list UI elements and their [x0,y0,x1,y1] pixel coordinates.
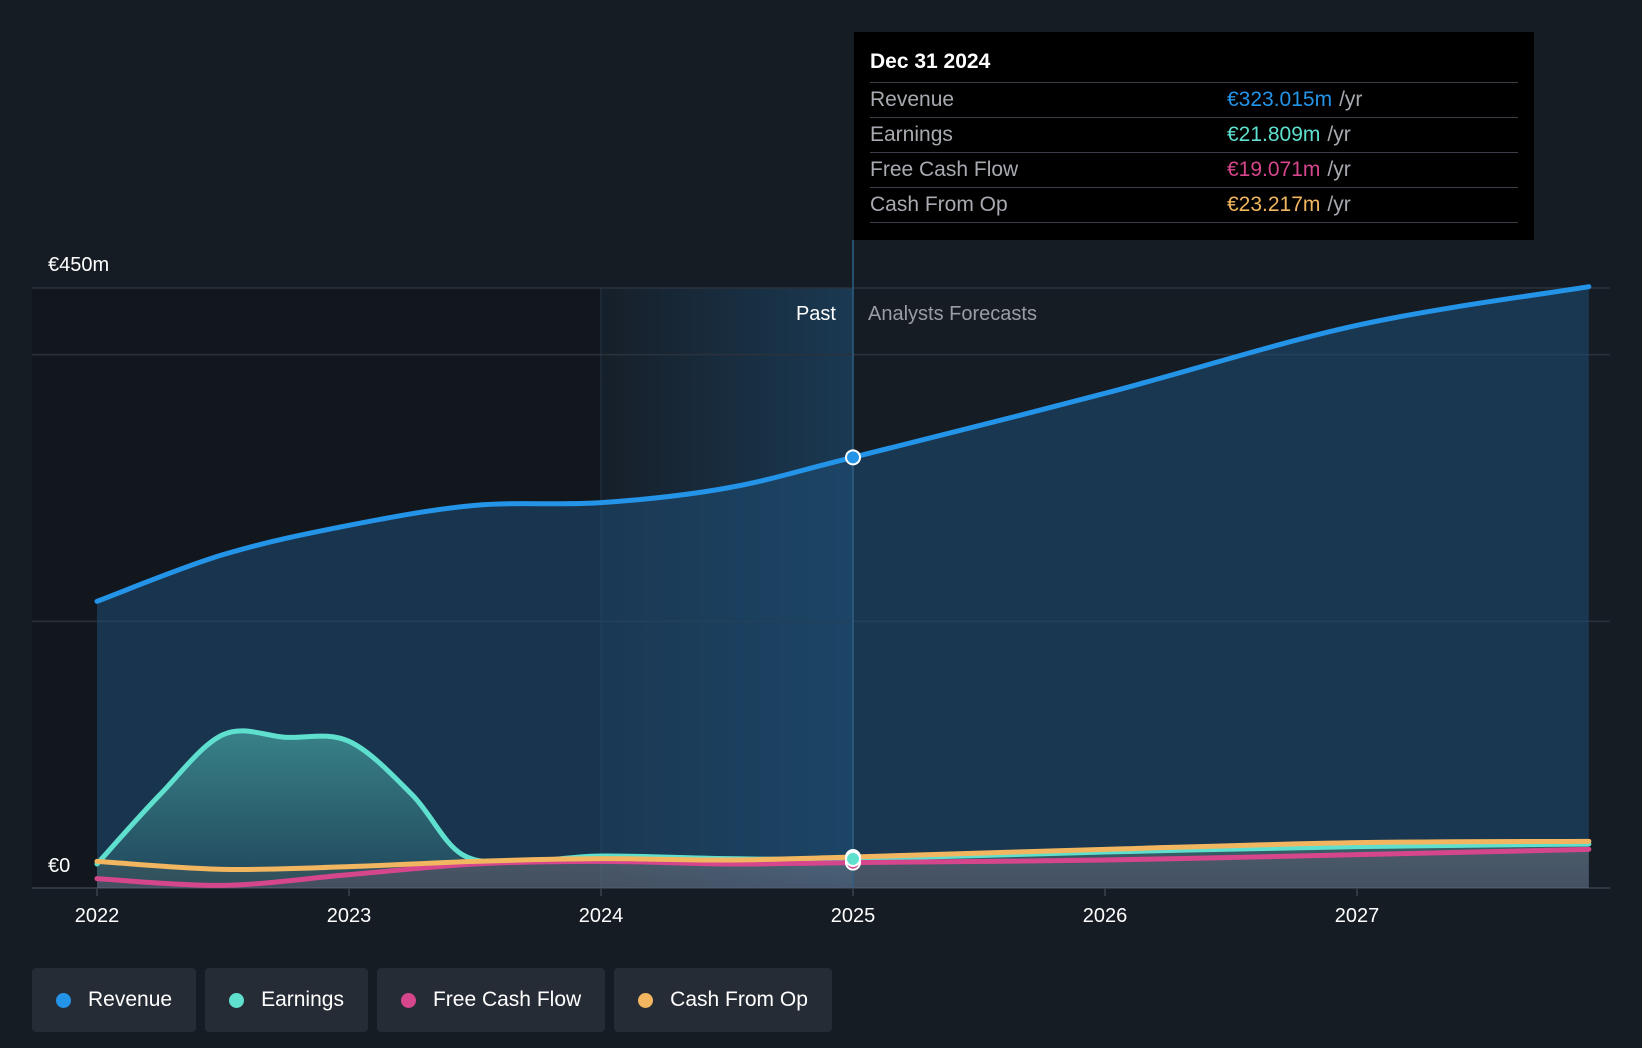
tooltip-label: Revenue [870,88,955,111]
free-cash-flow-dot-icon [400,992,416,1008]
line-revenue [94,284,1592,604]
x-tick-label: 2027 [1335,905,1380,927]
legend-item-revenue[interactable]: Revenue [32,968,197,1032]
tooltip-label: Free Cash Flow [870,158,1019,181]
tooltip-row-earnings: Earnings €21.809m /yr [870,118,1518,153]
tooltip-row-free-cash-flow: Free Cash Flow €19.071m /yr [870,153,1518,188]
x-tick-label: 2025 [831,905,876,927]
tooltip-unit: /yr [1327,123,1351,146]
series-areas [97,286,1589,889]
marker-earnings [845,850,861,867]
past-label: Past [796,303,836,325]
legend-label: Revenue [88,988,173,1011]
line-free-cash-flow [94,846,1592,888]
hover-markers [845,449,861,871]
revenue-dot-icon [56,992,71,1008]
tooltip-value: €19.071m [1227,158,1321,181]
line-cash-from-op [94,838,1592,873]
x-tick-label: 2022 [75,905,120,927]
tooltip: Dec 31 2024 Revenue €323.015m /yr Earnin… [854,32,1534,240]
area-earnings [97,730,1589,888]
area-revenue [97,286,1589,889]
legend-label: Cash From Op [670,988,808,1011]
legend-item-free-cash-flow[interactable]: Free Cash Flow [376,968,606,1032]
tooltip-value: €23.217m [1227,193,1321,216]
tooltip-row-cash-from-op: Cash From Op €23.217m /yr [870,188,1518,223]
x-tick-label: 2024 [579,905,624,927]
tooltip-unit: /yr [1327,193,1351,216]
y-axis-zero-label: €0 [48,855,70,877]
legend-label: Free Cash Flow [432,988,582,1011]
y-axis-top-label: €450m [48,254,109,276]
cash-from-op-dot-icon [638,992,654,1008]
tooltip-row-revenue: Revenue €323.015m /yr [870,83,1518,118]
legend-label: Earnings [261,988,344,1011]
tooltip-value: €323.015m [1227,88,1333,111]
forecast-label: Analysts Forecasts [868,303,1037,325]
legend: Revenue Earnings Free Cash Flow Cash Fro… [32,968,832,1032]
series-lines [94,284,1592,888]
tooltip-unit: /yr [1327,158,1351,181]
x-tick-label: 2026 [1083,905,1128,927]
x-tick-label: 2023 [327,905,372,927]
tooltip-label: Cash From Op [870,193,1008,216]
tooltip-value: €21.809m [1227,123,1321,146]
tooltip-unit: /yr [1339,88,1363,111]
marker-revenue [845,449,861,466]
tooltip-date: Dec 31 2024 [870,46,1518,83]
earnings-dot-icon [229,992,245,1008]
x-axis-ticks: 2022 2023 2024 2025 2026 2027 [75,888,1380,927]
legend-item-earnings[interactable]: Earnings [205,968,368,1032]
tooltip-label: Earnings [870,123,953,146]
legend-item-cash-from-op[interactable]: Cash From Op [614,968,832,1032]
